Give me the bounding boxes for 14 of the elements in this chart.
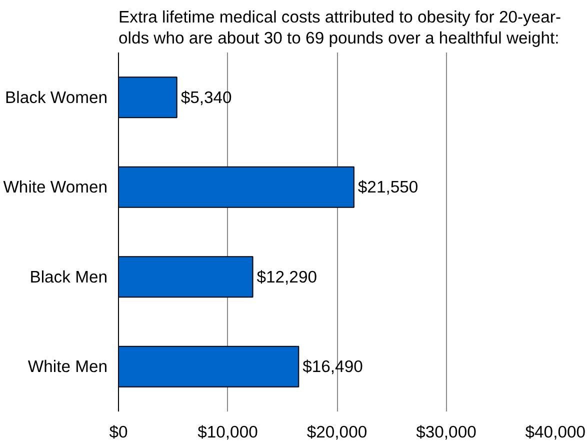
x-tick-label: $0 xyxy=(109,422,128,442)
y-tick-label: White Men xyxy=(28,357,108,376)
data-label: $21,550 xyxy=(358,178,418,197)
y-tick-label: White Women xyxy=(3,178,108,197)
y-tick-label: Black Men xyxy=(30,267,108,286)
data-label: $5,340 xyxy=(180,88,232,107)
x-tick-label: $40,000 xyxy=(525,422,586,442)
data-label: $12,290 xyxy=(256,267,317,286)
x-tick-label: $20,000 xyxy=(306,422,368,442)
chart-title: Extra lifetime medical costs attributed to obesity for 20-year- olds who are about 30 to 69 pounds over a healthful weight: xyxy=(118,8,561,48)
y-tick-label: Black Women xyxy=(5,88,108,107)
x-tick-label: $30,000 xyxy=(416,422,476,442)
x-tick-label: $10,000 xyxy=(198,422,258,442)
data-label: $16,490 xyxy=(302,357,363,376)
